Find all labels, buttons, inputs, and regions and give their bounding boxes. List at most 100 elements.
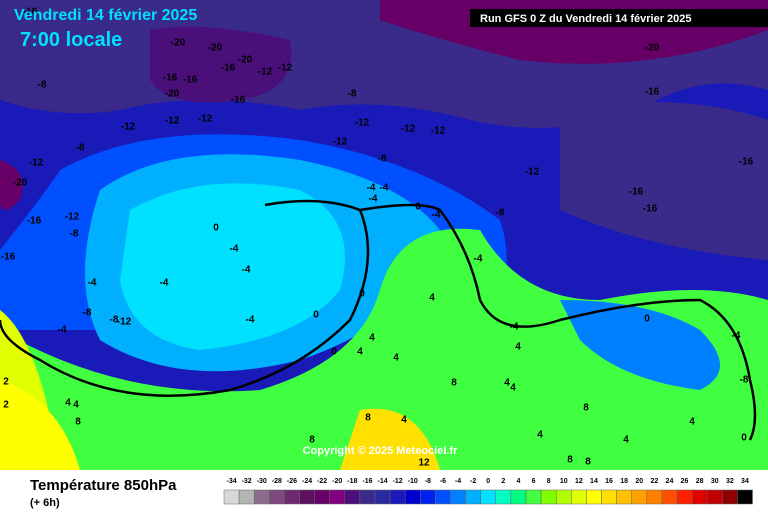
temperature-label: -4 [88, 278, 97, 289]
temperature-label: 0 [644, 314, 650, 325]
temperature-label: -4 [380, 183, 389, 194]
temperature-label: -12 [355, 118, 370, 129]
temperature-label: -20 [13, 178, 28, 189]
legend-swatch [374, 489, 391, 505]
legend-swatch [389, 489, 406, 505]
temperature-label: 2 [3, 400, 9, 411]
legend-swatch [344, 489, 361, 505]
temperature-label: 4 [393, 353, 399, 364]
legend-swatch [314, 489, 330, 505]
temperature-label: -12 [117, 317, 132, 328]
legend-label: -32 [242, 478, 252, 485]
temperature-label: 8 [451, 378, 457, 389]
temperature-label: 4 [537, 430, 543, 441]
temperature-label: 12 [418, 458, 430, 469]
legend-swatch [616, 489, 632, 505]
cool-region [560, 300, 720, 390]
temperature-label: -16 [629, 187, 644, 198]
temperature-label: -8 [378, 154, 387, 165]
very-cold-region [150, 26, 292, 103]
legend-label: -12 [393, 478, 403, 485]
legend-label: -24 [302, 478, 312, 485]
temperature-label: -12 [431, 126, 446, 137]
legend-label: 12 [575, 478, 583, 485]
legend-swatch [646, 489, 663, 505]
temperature-label: 4 [429, 293, 435, 304]
run-box [470, 9, 768, 27]
legend-label: -10 [408, 478, 418, 485]
warm-region [0, 380, 80, 470]
footer-title: Température 850hPa [30, 477, 177, 494]
legend-label: -30 [257, 478, 267, 485]
temperature-label: -12 [278, 63, 293, 74]
temperature-label: -8 [70, 229, 79, 240]
legend-label: 14 [590, 478, 598, 485]
temperature-label: -16 [643, 204, 658, 215]
temperature-label: -4 [369, 194, 378, 205]
temperature-label: 0 [741, 433, 747, 444]
temperature-label: -4 [474, 254, 483, 265]
legend-label: -6 [440, 478, 446, 485]
legend-label: 6 [532, 478, 536, 485]
legend-label: 0 [486, 478, 490, 485]
temperature-label: -16 [23, 7, 38, 18]
legend-label: -22 [317, 478, 327, 485]
temperature-label: -12 [65, 212, 80, 223]
temperature-label: 8 [75, 417, 81, 428]
temperature-label: -8 [110, 315, 119, 326]
legend-swatch [329, 489, 346, 505]
very-cold-region [0, 160, 23, 210]
temperature-label: 4 [369, 333, 375, 344]
temperature-label: -8 [38, 80, 47, 91]
legend-swatch [480, 489, 497, 505]
legend-swatch [601, 489, 617, 505]
temperature-label: 4 [65, 398, 71, 409]
legend-label: -4 [455, 478, 461, 485]
legend-label: 10 [560, 478, 568, 485]
temperature-label: -4 [58, 325, 67, 336]
temperature-label: -12 [121, 122, 136, 133]
legend-swatch [737, 489, 753, 505]
temperature-label: -4 [732, 331, 741, 342]
legend-swatch [510, 489, 527, 505]
legend-label: 22 [650, 478, 658, 485]
temperature-label: -8 [83, 308, 92, 319]
temperature-label: -4 [242, 265, 251, 276]
temperature-label: -4 [432, 210, 441, 221]
legend-swatch [284, 489, 300, 505]
temperature-label: 4 [515, 342, 521, 353]
legend-swatch [586, 489, 602, 505]
warm-region [340, 408, 440, 470]
temperature-label: 8 [365, 413, 371, 424]
legend-label: -18 [347, 478, 357, 485]
legend-label: 16 [605, 478, 613, 485]
legend-label: 34 [741, 478, 749, 485]
temperature-label: 4 [401, 415, 407, 426]
legend-swatch [238, 489, 255, 505]
temperature-label: 0 [213, 223, 219, 234]
temperature-label: 0 [359, 289, 365, 300]
legend-label: -34 [226, 478, 236, 485]
legend-swatch [676, 489, 693, 505]
legend-label: -14 [377, 478, 387, 485]
run-info: Run GFS 0 Z du Vendredi 14 février 2025 [480, 13, 692, 25]
temperature-label: -20 [171, 38, 186, 49]
temperature-label: -20 [238, 55, 253, 66]
legend-label: 30 [711, 478, 719, 485]
legend-swatch [706, 489, 723, 505]
legend-label: 8 [547, 478, 551, 485]
time: 7:00 locale [20, 29, 122, 51]
temperature-label: -12 [333, 137, 348, 148]
temperature-label: -4 [160, 278, 169, 289]
legend-label: 24 [666, 478, 674, 485]
temperature-label: -16 [645, 87, 660, 98]
legend-swatch [253, 489, 270, 505]
legend-swatch [722, 489, 738, 505]
temperature-label: 0 [313, 310, 319, 321]
legend-label: -2 [470, 478, 476, 485]
color-legend: -34 -32 -30 -28 -26 -24 -22 -20 -18 -16 -14 -12 -10-… [223, 478, 753, 505]
legend-swatch [525, 489, 542, 505]
zero-isotherm [359, 203, 757, 441]
date: Vendredi 14 février 2025 [14, 7, 197, 24]
